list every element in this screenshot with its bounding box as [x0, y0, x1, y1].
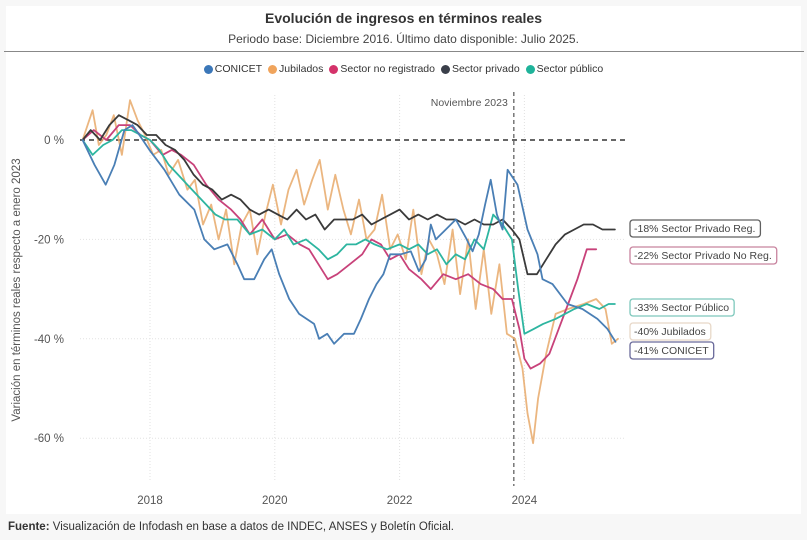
y-tick-label: 0 % — [44, 135, 64, 147]
x-tick-label: 2018 — [137, 495, 163, 507]
end-label-text: -40% Jubilados — [634, 326, 706, 338]
legend-item-conicet[interactable]: CONICET — [203, 63, 263, 75]
source-text: Visualización de Infodash en base a dato… — [49, 521, 454, 533]
marker-label: Noviembre 2023 — [431, 97, 508, 109]
end-label-sector-no-registrado: -22% Sector Privado No Reg. — [629, 246, 778, 265]
end-label-jubilados: -40% Jubilados — [629, 322, 712, 341]
x-tick-label: 2020 — [262, 495, 288, 507]
series-line-sector-público — [81, 129, 616, 335]
end-label-text: -22% Sector Privado No Reg. — [634, 250, 772, 262]
legend-item-jubilados[interactable]: Jubilados — [268, 63, 323, 75]
title-divider — [4, 51, 804, 52]
legend-dot-icon — [525, 64, 535, 74]
legend-label: Sector no registrado — [340, 63, 435, 75]
legend-item-sector-publico[interactable]: Sector público — [525, 63, 604, 75]
chart-subtitle: Periodo base: Diciembre 2016. Último dat… — [228, 32, 579, 46]
end-label-text: -33% Sector Público — [634, 302, 729, 314]
x-tick-label: 2022 — [387, 495, 413, 507]
legend-label: Sector público — [536, 63, 604, 75]
series-lines — [81, 99, 619, 445]
legend-dot-icon — [440, 64, 450, 74]
end-label-box — [629, 298, 735, 317]
y-tick-label: -20 % — [34, 234, 64, 246]
axes: 0 % -20 % -40 % -60 % 2018 2020 2022 2024 Variac… — [11, 92, 625, 507]
x-tick-label: 2024 — [512, 495, 538, 507]
legend-label: Jubilados — [279, 63, 324, 75]
series-line-sector-privado — [81, 114, 616, 276]
legend-label: CONICET — [214, 63, 263, 75]
legend-item-sector-privado[interactable]: Sector privado — [440, 63, 520, 75]
legend: CONICET Jubilados Sector no registrado S… — [0, 63, 807, 75]
end-label-conicet: -41% CONICET — [629, 341, 715, 360]
grid — [80, 95, 625, 482]
end-label-sector-privado: -18% Sector Privado Reg. — [629, 219, 762, 238]
legend-label: Sector privado — [451, 63, 520, 75]
end-label-text: -18% Sector Privado Reg. — [634, 223, 755, 235]
series-line-jubilados — [81, 99, 619, 445]
y-tick-label: -60 % — [34, 433, 64, 445]
end-label-box — [629, 341, 715, 360]
end-label-text: -41% CONICET — [634, 345, 709, 357]
chart-title: Evolución de ingresos en términos reales — [265, 10, 542, 26]
series-line-sector-no-registrado — [81, 124, 598, 370]
legend-dot-icon — [268, 64, 278, 74]
legend-dot-icon — [329, 64, 339, 74]
end-labels: -18% Sector Privado Reg. -22% Sector Priv… — [629, 219, 778, 360]
y-axis-title: Variación en términos reales respecto a … — [11, 158, 23, 421]
source-note: Fuente: Visualización de Infodash en bas… — [8, 521, 454, 533]
end-label-sector-público: -33% Sector Público — [629, 298, 735, 317]
end-label-box — [629, 246, 778, 265]
end-label-box — [629, 219, 762, 238]
legend-dot-icon — [203, 64, 213, 74]
source-label: Fuente: — [8, 521, 50, 533]
legend-item-sector-no-registrado[interactable]: Sector no registrado — [329, 63, 435, 75]
end-label-box — [629, 322, 712, 341]
series-line-conicet — [81, 124, 617, 345]
y-tick-label: -40 % — [34, 334, 64, 346]
